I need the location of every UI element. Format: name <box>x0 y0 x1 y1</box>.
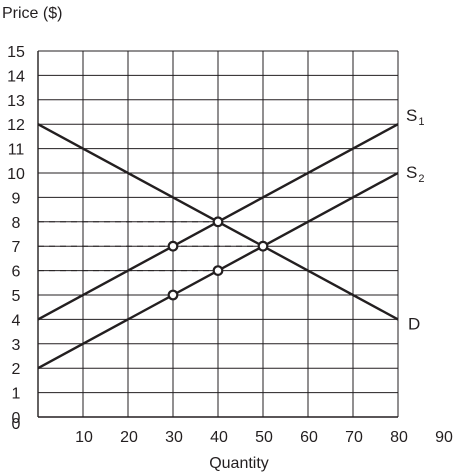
series-label-s2: S2 <box>406 163 424 185</box>
guide-line <box>38 245 264 417</box>
x-tick-label: 20 <box>120 429 138 446</box>
series-label-subscript: 1 <box>418 116 424 128</box>
y-tick-label: 0 <box>12 410 21 427</box>
y-tick-label: 3 <box>12 337 21 354</box>
y-axis-title: Price ($) <box>2 5 62 22</box>
y-tick-label: 9 <box>12 190 21 207</box>
x-tick-label: 70 <box>345 429 363 446</box>
series-label-s1: S1 <box>406 106 424 128</box>
data-point <box>167 289 179 301</box>
series-label-d: D <box>408 314 420 333</box>
x-tick-label: 40 <box>210 429 228 446</box>
y-tick-label: 5 <box>12 288 21 305</box>
y-tick-label: 4 <box>12 312 21 329</box>
y-tick-label: 6 <box>12 264 21 281</box>
intersection-points <box>167 216 269 301</box>
data-point <box>257 240 269 252</box>
x-tick-label: 10 <box>75 429 93 446</box>
x-tick-label: 0 <box>12 416 21 433</box>
data-point <box>167 240 179 252</box>
data-point <box>212 216 224 228</box>
axes <box>37 51 398 418</box>
y-tick-label: 12 <box>7 117 25 134</box>
y-tick-label: 13 <box>7 93 25 110</box>
y-tick-label: 2 <box>12 361 21 378</box>
x-axis-title: Quantity <box>209 455 269 472</box>
series-label-subscript: 2 <box>418 173 424 185</box>
y-tick-label: 11 <box>8 142 25 159</box>
x-tick-label: 30 <box>165 429 183 446</box>
x-tick-label: 60 <box>300 429 318 446</box>
y-tick-label: 7 <box>12 239 21 256</box>
y-tick-label: 15 <box>7 44 25 61</box>
x-tick-label: 50 <box>255 429 273 446</box>
y-tick-label: 14 <box>7 68 25 85</box>
series-labels: S1 S2 D <box>406 106 424 333</box>
y-tick-label: 10 <box>7 166 25 183</box>
y-tick-label: 8 <box>12 215 21 232</box>
data-point <box>212 265 224 277</box>
x-tick-label: 80 <box>390 429 408 446</box>
y-tick-label: 1 <box>12 386 21 403</box>
x-tick-label: 90 <box>435 429 453 446</box>
